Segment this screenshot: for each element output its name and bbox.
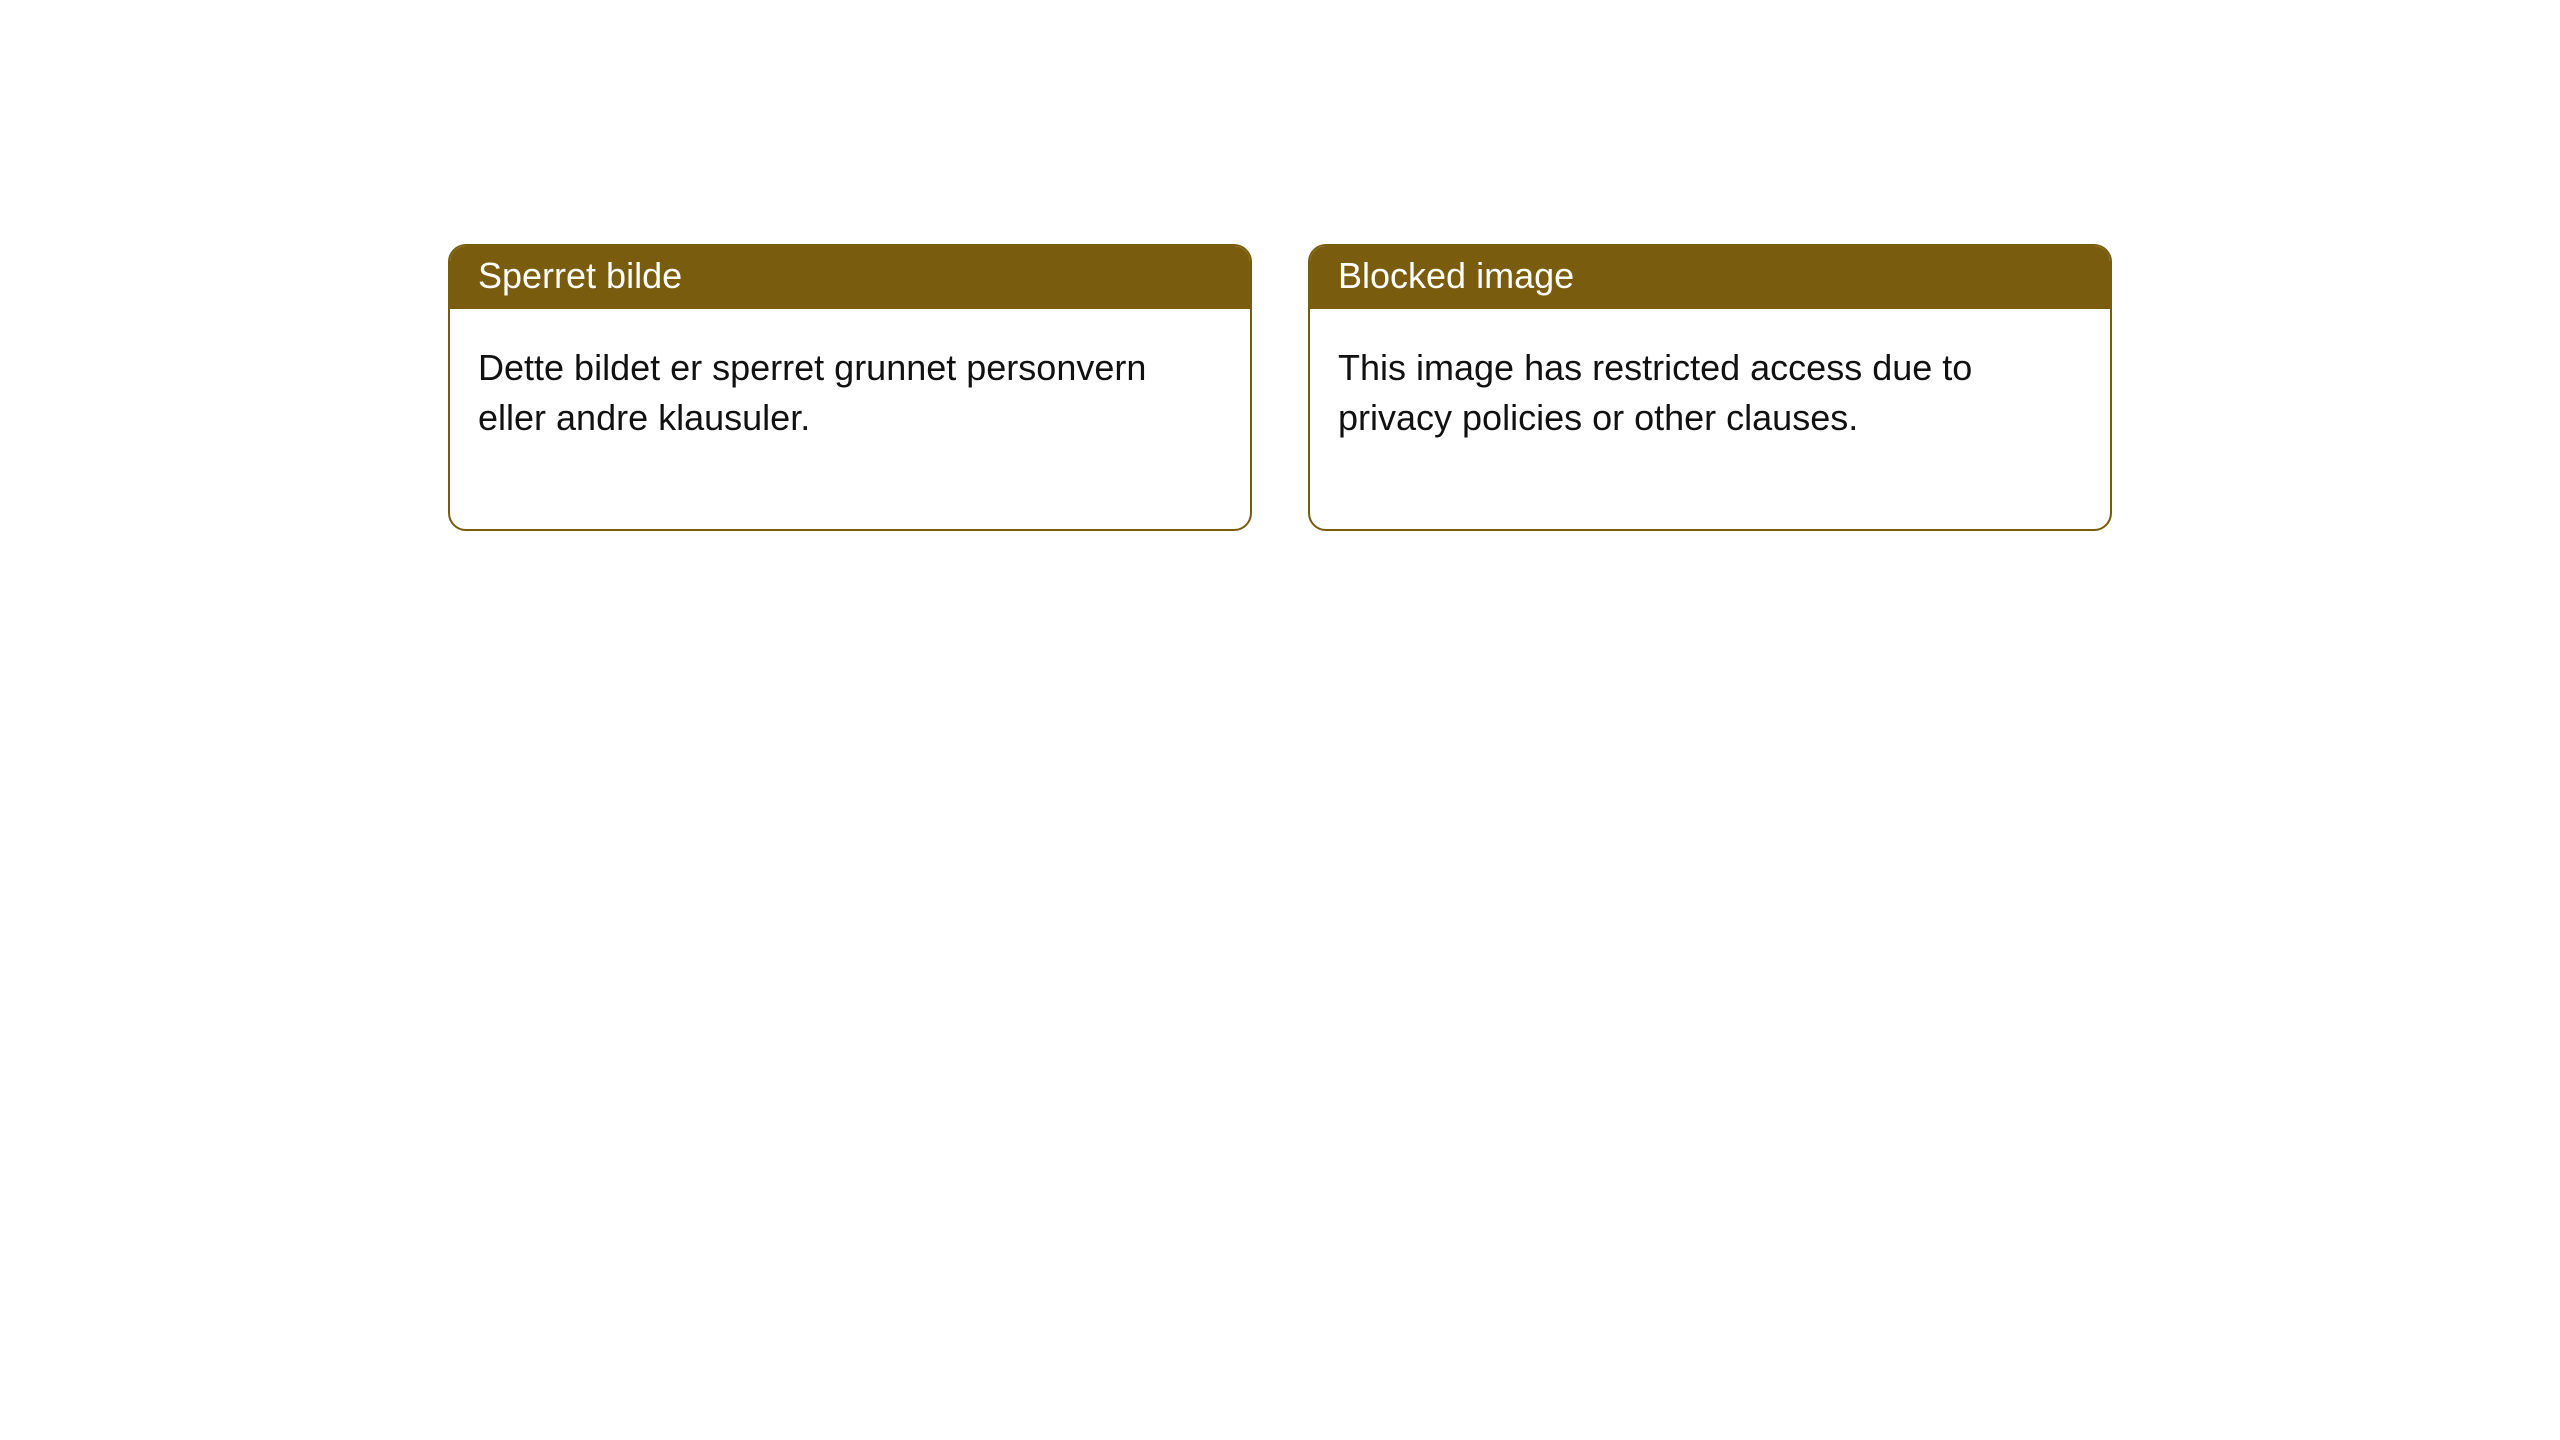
notice-container: Sperret bilde Dette bildet er sperret gr…	[448, 244, 2112, 531]
notice-body-norwegian: Dette bildet er sperret grunnet personve…	[450, 309, 1250, 529]
notice-header-english: Blocked image	[1310, 246, 2110, 309]
notice-english: Blocked image This image has restricted …	[1308, 244, 2112, 531]
notice-norwegian: Sperret bilde Dette bildet er sperret gr…	[448, 244, 1252, 531]
notice-body-english: This image has restricted access due to …	[1310, 309, 2110, 529]
notice-header-norwegian: Sperret bilde	[450, 246, 1250, 309]
